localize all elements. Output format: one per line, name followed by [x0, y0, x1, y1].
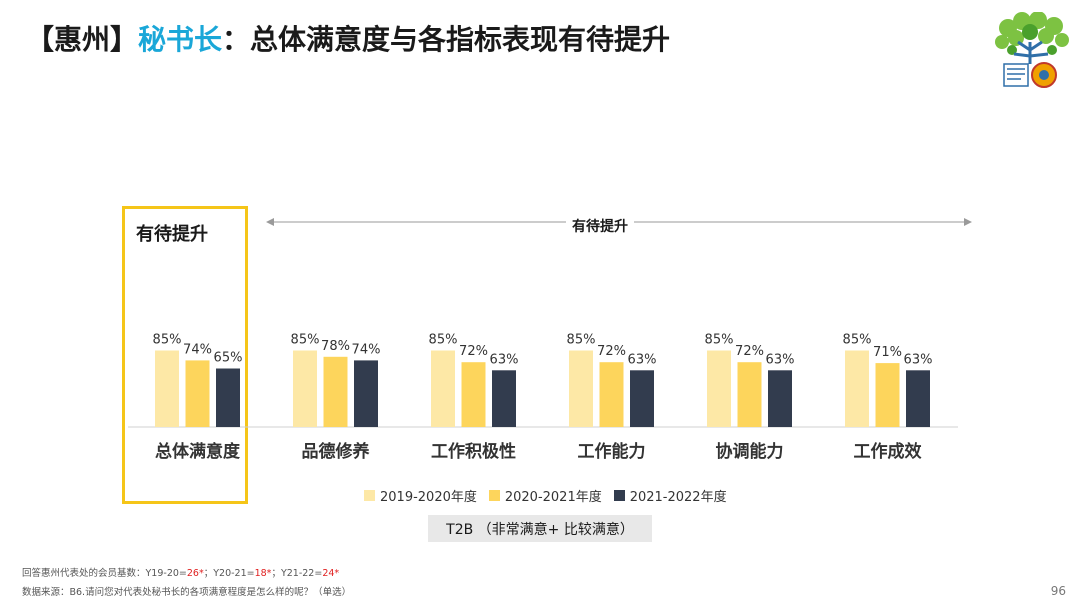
bar [216, 368, 240, 427]
category-label: 工作积极性 [431, 441, 516, 462]
legend-label-2: 2020-2021年度 [504, 490, 602, 505]
bar [737, 362, 762, 427]
bar-value-label: 63% [766, 352, 795, 367]
title-suffix: ：总体满意度与各指标表现有待提升 [222, 23, 671, 56]
highlight-box-label: 有待提升 [136, 224, 208, 245]
bar [875, 363, 900, 427]
bar [354, 360, 378, 427]
category-label: 总体满意度 [155, 441, 241, 462]
bar [185, 360, 210, 427]
footnote1-sep1: ；Y20-21= [203, 568, 255, 579]
logo-icon [995, 12, 1069, 88]
bar [323, 356, 348, 427]
bar-value-label: 65% [214, 351, 243, 366]
bar-value-label: 72% [735, 344, 764, 359]
bar-value-label: 74% [352, 342, 381, 357]
footnote-sample-size: 回答惠州代表处的会员基数：Y19-20=26*；Y20-21=18*；Y21-2… [22, 565, 339, 579]
bar-value-label: 72% [597, 344, 626, 359]
bar-value-label: 85% [705, 333, 734, 348]
bar [630, 370, 654, 427]
legend-item-2: 2020-2021年度 [488, 486, 602, 505]
bar [599, 362, 624, 427]
category-label: 协调能力 [716, 441, 784, 462]
footnote1-v2: 18* [254, 568, 272, 579]
bar-value-label: 85% [429, 333, 458, 348]
chart-legend: 2019-2020年度 2020-2021年度 2021-2022年度 [364, 486, 727, 505]
title-prefix: 【惠州】 [26, 23, 139, 56]
bar [492, 370, 516, 427]
category-label: 工作能力 [578, 441, 646, 462]
bar [569, 350, 593, 427]
legend-item-1: 2019-2020年度 [364, 486, 477, 505]
highlight-box [122, 206, 248, 504]
footnote1-text: 回答惠州代表处的会员基数：Y19-20= [22, 568, 187, 579]
bar [431, 350, 455, 427]
footnote-source: 数据来源：B6.请问您对代表处秘书长的各项满意程度是怎么样的呢？（单选） [22, 587, 352, 598]
bar-value-label: 63% [628, 352, 657, 367]
bar-value-label: 63% [904, 352, 933, 367]
bar-value-label: 85% [567, 333, 596, 348]
page-number: 96 [1050, 584, 1066, 598]
bar-value-label: 71% [873, 345, 902, 360]
t2b-label: T2B （非常满意+ 比较满意） [428, 515, 652, 542]
legend-swatch-3 [613, 490, 625, 501]
bar-value-label: 85% [843, 333, 872, 348]
bar [293, 350, 317, 427]
bar [906, 370, 930, 427]
title-highlight: 秘书长 [138, 23, 223, 56]
legend-item-3: 2021-2022年度 [613, 486, 727, 505]
bar [845, 350, 869, 427]
bar [461, 362, 486, 427]
category-label: 品德修养 [302, 441, 371, 462]
bar [707, 350, 731, 427]
bar [768, 370, 792, 427]
footnote1-v1: 26* [186, 568, 204, 579]
bar-value-label: 74% [183, 342, 212, 357]
category-label: 工作成效 [854, 441, 922, 462]
legend-label-1: 2019-2020年度 [380, 490, 477, 505]
page-title: 【惠州】秘书长：总体满意度与各指标表现有待提升 [26, 18, 670, 58]
footnote1-v3: 24* [322, 568, 340, 579]
bar-value-label: 85% [291, 333, 320, 348]
legend-swatch-2 [488, 490, 500, 501]
bar-value-label: 72% [459, 344, 488, 359]
bar-value-label: 78% [321, 339, 350, 354]
arrow-label: 有待提升 [566, 216, 634, 236]
bar-value-label: 63% [490, 352, 519, 367]
legend-label-3: 2021-2022年度 [629, 490, 727, 505]
bar [155, 350, 179, 427]
footnote1-sep2: ；Y21-22= [271, 568, 323, 579]
bar-value-label: 85% [153, 333, 182, 348]
legend-swatch-1 [364, 490, 375, 501]
